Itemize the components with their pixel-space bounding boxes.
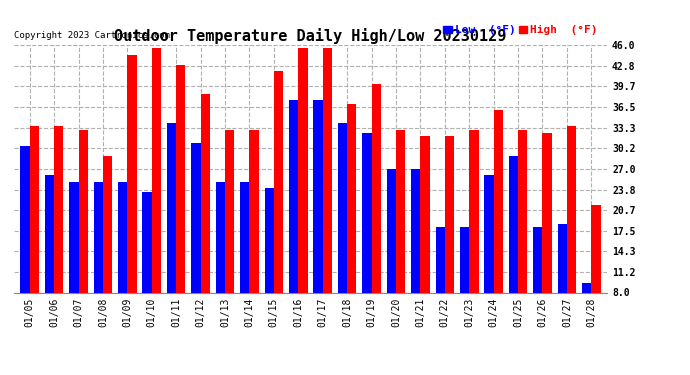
Bar xyxy=(128,55,137,292)
Bar xyxy=(558,224,567,292)
Bar xyxy=(591,205,600,292)
Bar xyxy=(176,64,186,292)
Bar xyxy=(30,126,39,292)
Bar xyxy=(347,104,357,292)
Bar xyxy=(216,182,225,292)
Bar xyxy=(225,130,235,292)
Bar xyxy=(469,130,478,292)
Bar xyxy=(484,175,493,292)
Bar xyxy=(460,227,469,292)
Bar xyxy=(509,156,518,292)
Bar xyxy=(386,169,396,292)
Bar xyxy=(250,130,259,292)
Bar xyxy=(298,48,308,292)
Bar xyxy=(54,126,63,292)
Bar xyxy=(264,188,274,292)
Legend: Low  (°F), High  (°F): Low (°F), High (°F) xyxy=(439,21,602,40)
Bar xyxy=(420,136,430,292)
Bar xyxy=(143,192,152,292)
Bar xyxy=(362,133,371,292)
Bar xyxy=(94,182,103,292)
Bar xyxy=(435,227,445,292)
Bar xyxy=(21,146,30,292)
Bar xyxy=(445,136,454,292)
Bar xyxy=(567,126,576,292)
Bar xyxy=(338,123,347,292)
Bar xyxy=(323,48,332,292)
Bar xyxy=(582,283,591,292)
Bar xyxy=(79,130,88,292)
Bar xyxy=(45,175,54,292)
Bar xyxy=(411,169,420,292)
Bar xyxy=(371,84,381,292)
Bar xyxy=(69,182,79,292)
Bar xyxy=(103,156,112,292)
Bar xyxy=(313,100,323,292)
Bar xyxy=(533,227,542,292)
Bar xyxy=(167,123,176,292)
Bar xyxy=(396,130,405,292)
Text: Copyright 2023 Cartronics.com: Copyright 2023 Cartronics.com xyxy=(14,31,170,40)
Bar xyxy=(493,110,503,292)
Bar xyxy=(201,94,210,292)
Bar xyxy=(518,130,527,292)
Bar xyxy=(289,100,298,292)
Bar xyxy=(542,133,552,292)
Bar xyxy=(274,71,283,292)
Bar xyxy=(152,48,161,292)
Bar xyxy=(240,182,250,292)
Bar xyxy=(118,182,128,292)
Bar xyxy=(191,143,201,292)
Title: Outdoor Temperature Daily High/Low 20230129: Outdoor Temperature Daily High/Low 20230… xyxy=(115,28,506,44)
